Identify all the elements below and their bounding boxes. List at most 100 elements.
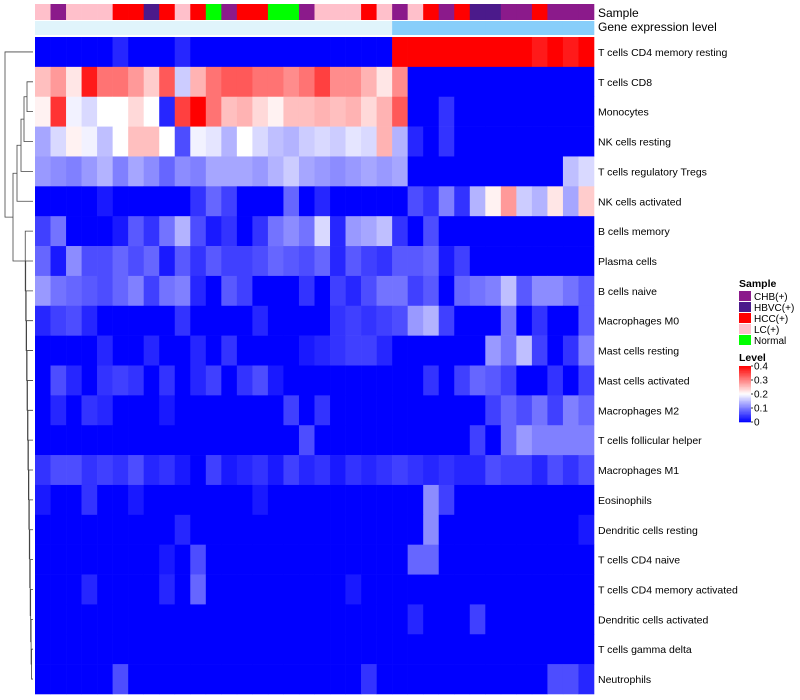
heatmap-cell [283, 574, 300, 605]
sample-annotation-cell [190, 4, 207, 20]
sample-legend-label: Normal [754, 336, 786, 347]
heatmap-cell [97, 216, 113, 247]
heatmap-cell [407, 216, 424, 247]
heatmap-cell [128, 37, 144, 68]
row-labels: T cells CD4 memory resting T cells CD8 Mon… [598, 47, 738, 686]
heatmap-cell [267, 574, 284, 605]
heatmap-cell [205, 275, 222, 307]
expression-annotation-cell [438, 21, 455, 35]
heatmap-cell [81, 365, 98, 396]
heatmap-cell [454, 365, 471, 396]
heatmap-cell [221, 664, 238, 695]
heatmap-cell [143, 455, 160, 486]
heatmap-cell [159, 305, 176, 336]
heatmap-cell [159, 246, 176, 277]
heatmap-cell [516, 365, 533, 396]
heatmap-cell [345, 335, 362, 366]
heatmap-cell [112, 186, 129, 217]
heatmap-cell [423, 664, 440, 695]
heatmap-cell [314, 96, 331, 127]
heatmap-cell [345, 544, 362, 575]
heatmap-cell [205, 335, 222, 366]
heatmap-cell [454, 574, 471, 605]
heatmap-cell [578, 634, 595, 665]
heatmap-cell [221, 484, 238, 516]
level-legend-gradient-step [739, 375, 751, 378]
heatmap-cell [392, 664, 408, 695]
heatmap-cell [562, 275, 579, 307]
heatmap-cell [174, 574, 191, 605]
heatmap-cell [128, 96, 144, 127]
heatmap-cell [361, 634, 377, 665]
heatmap-cell [112, 156, 129, 187]
heatmap-cell [469, 455, 486, 486]
heatmap-cell [267, 96, 284, 127]
heatmap-cell [66, 455, 82, 486]
heatmap-cell [330, 66, 346, 98]
heatmap-cell [361, 96, 377, 127]
sample-annotation-cell [485, 4, 502, 20]
heatmap-cell [159, 335, 176, 366]
heatmap-cell [283, 425, 300, 456]
heatmap-cell [190, 664, 207, 695]
row-label: Macrophages M2 [598, 405, 679, 417]
heatmap-cell [485, 37, 502, 68]
heatmap-cell [314, 514, 331, 545]
heatmap-cell [531, 126, 548, 157]
heatmap-cell [174, 664, 191, 695]
heatmap-cell [438, 664, 455, 695]
heatmap-cell [128, 514, 144, 545]
heatmap-cell [361, 156, 377, 187]
heatmap-cell [500, 275, 517, 307]
heatmap-cell [454, 514, 471, 545]
heatmap-cell [50, 395, 67, 426]
heatmap-cell [330, 37, 346, 68]
heatmap-cell [190, 216, 207, 247]
heatmap-cell [361, 126, 377, 157]
heatmap-cell [236, 216, 253, 247]
dendrogram-branch [26, 81, 33, 113]
heatmap-cell [143, 514, 160, 545]
heatmap-cell [376, 604, 393, 635]
heatmap-cell [531, 455, 548, 486]
sample-annotation-cell [174, 4, 191, 20]
heatmap-cell [298, 335, 315, 366]
heatmap-cell [298, 275, 315, 307]
heatmap-cell [35, 514, 51, 545]
heatmap-cell [50, 66, 67, 98]
heatmap-cell [578, 425, 595, 456]
heatmap-cell [112, 66, 129, 98]
sample-annotation-cell [236, 4, 253, 20]
heatmap-cell [267, 395, 284, 426]
heatmap-cell [562, 514, 579, 545]
heatmap-cell [547, 246, 564, 277]
heatmap-cell [330, 275, 346, 307]
heatmap-cell [298, 365, 315, 396]
heatmap-cell [562, 156, 579, 187]
heatmap-cell [174, 186, 191, 217]
heatmap-cell [174, 425, 191, 456]
heatmap-cell [35, 275, 51, 307]
heatmap-cell [159, 365, 176, 396]
heatmap-cell [81, 126, 98, 157]
heatmap-cell [392, 275, 408, 307]
heatmap-cell [345, 484, 362, 516]
heatmap-cell [97, 305, 113, 336]
heatmap-cell [423, 335, 440, 366]
heatmap-cell [81, 664, 98, 695]
heatmap-cell [407, 484, 424, 516]
heatmap-cell [50, 634, 67, 665]
sample-annotation-cell [500, 4, 517, 20]
heatmap-cell [66, 126, 82, 157]
heatmap-cell [205, 365, 222, 396]
heatmap-cell [392, 37, 408, 68]
heatmap-cell [143, 305, 160, 336]
heatmap-cell [174, 335, 191, 366]
level-legend-gradient-step [739, 406, 751, 409]
heatmap-cell [97, 514, 113, 545]
heatmap-cell [143, 664, 160, 695]
heatmap-cell [252, 455, 269, 486]
heatmap-cell [330, 455, 346, 486]
heatmap-cell [578, 216, 595, 247]
expression-annotation-cell [159, 21, 176, 35]
